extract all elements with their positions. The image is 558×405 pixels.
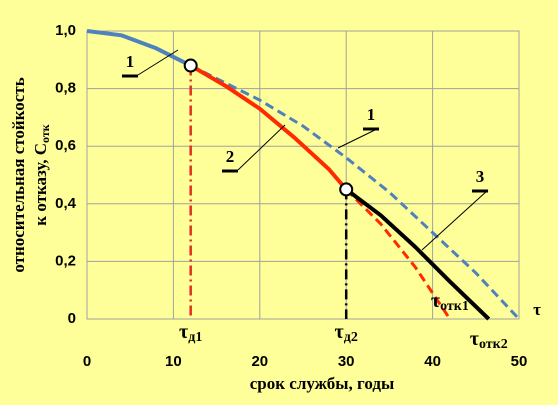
y-axis-label-sub: отк bbox=[38, 124, 52, 143]
y-tick-label: 0,2 bbox=[55, 252, 76, 269]
curve-label: 1 bbox=[126, 52, 135, 71]
x-marker-label: τотк2 bbox=[470, 328, 508, 353]
curve-label: 2 bbox=[226, 147, 235, 166]
y-axis-label-main: к отказу, С bbox=[31, 143, 50, 226]
x-marker-label: τд2 bbox=[335, 321, 358, 346]
y-axis-label: относительная стойкость bbox=[9, 77, 28, 272]
y-tick-label: 0 bbox=[68, 310, 76, 327]
point-marker bbox=[339, 182, 354, 197]
line-series bbox=[189, 63, 348, 191]
x-marker-sub: отк2 bbox=[479, 337, 508, 352]
x-marker-symbol: τ bbox=[335, 321, 344, 343]
x-marker-sub: отк1 bbox=[440, 299, 469, 314]
y-axis-label: к отказу, Сотк bbox=[31, 124, 52, 226]
x-tick-label: 10 bbox=[165, 353, 182, 370]
x-marker-label: τотк1 bbox=[431, 290, 469, 315]
y-tick-label: 0,8 bbox=[55, 80, 76, 97]
plot-frame bbox=[86, 30, 520, 320]
x-tick-label: 50 bbox=[511, 353, 528, 370]
y-tick-label: 0,4 bbox=[55, 195, 77, 212]
point-marker bbox=[183, 58, 198, 73]
x-tick-label: 0 bbox=[83, 353, 91, 370]
x-marker-symbol: τ bbox=[179, 321, 188, 343]
line-series bbox=[345, 187, 491, 321]
line-series bbox=[345, 188, 452, 320]
curve-label-leader bbox=[237, 124, 286, 171]
axis-end-label: τ bbox=[533, 300, 541, 319]
x-marker-sub: д2 bbox=[344, 330, 358, 345]
curve-label: 1 bbox=[367, 105, 376, 124]
y-tick-label: 0,6 bbox=[55, 137, 76, 154]
x-axis-label: срок службы, годы bbox=[250, 374, 394, 393]
curve-label-leader bbox=[137, 49, 179, 76]
x-marker-symbol: τ bbox=[470, 328, 479, 350]
curve-label: 3 bbox=[476, 167, 485, 186]
curve-label-leader bbox=[337, 127, 380, 149]
x-marker-symbol: τ bbox=[431, 290, 440, 312]
x-marker-label: τд1 bbox=[179, 321, 202, 346]
line-series bbox=[86, 29, 192, 68]
x-tick-label: 20 bbox=[251, 353, 268, 370]
x-marker-sub: д1 bbox=[188, 330, 202, 345]
y-tick-label: 1,0 bbox=[55, 22, 76, 39]
curve-label-leader bbox=[421, 189, 489, 251]
x-tick-label: 40 bbox=[424, 353, 441, 370]
x-tick-label: 30 bbox=[338, 353, 355, 370]
